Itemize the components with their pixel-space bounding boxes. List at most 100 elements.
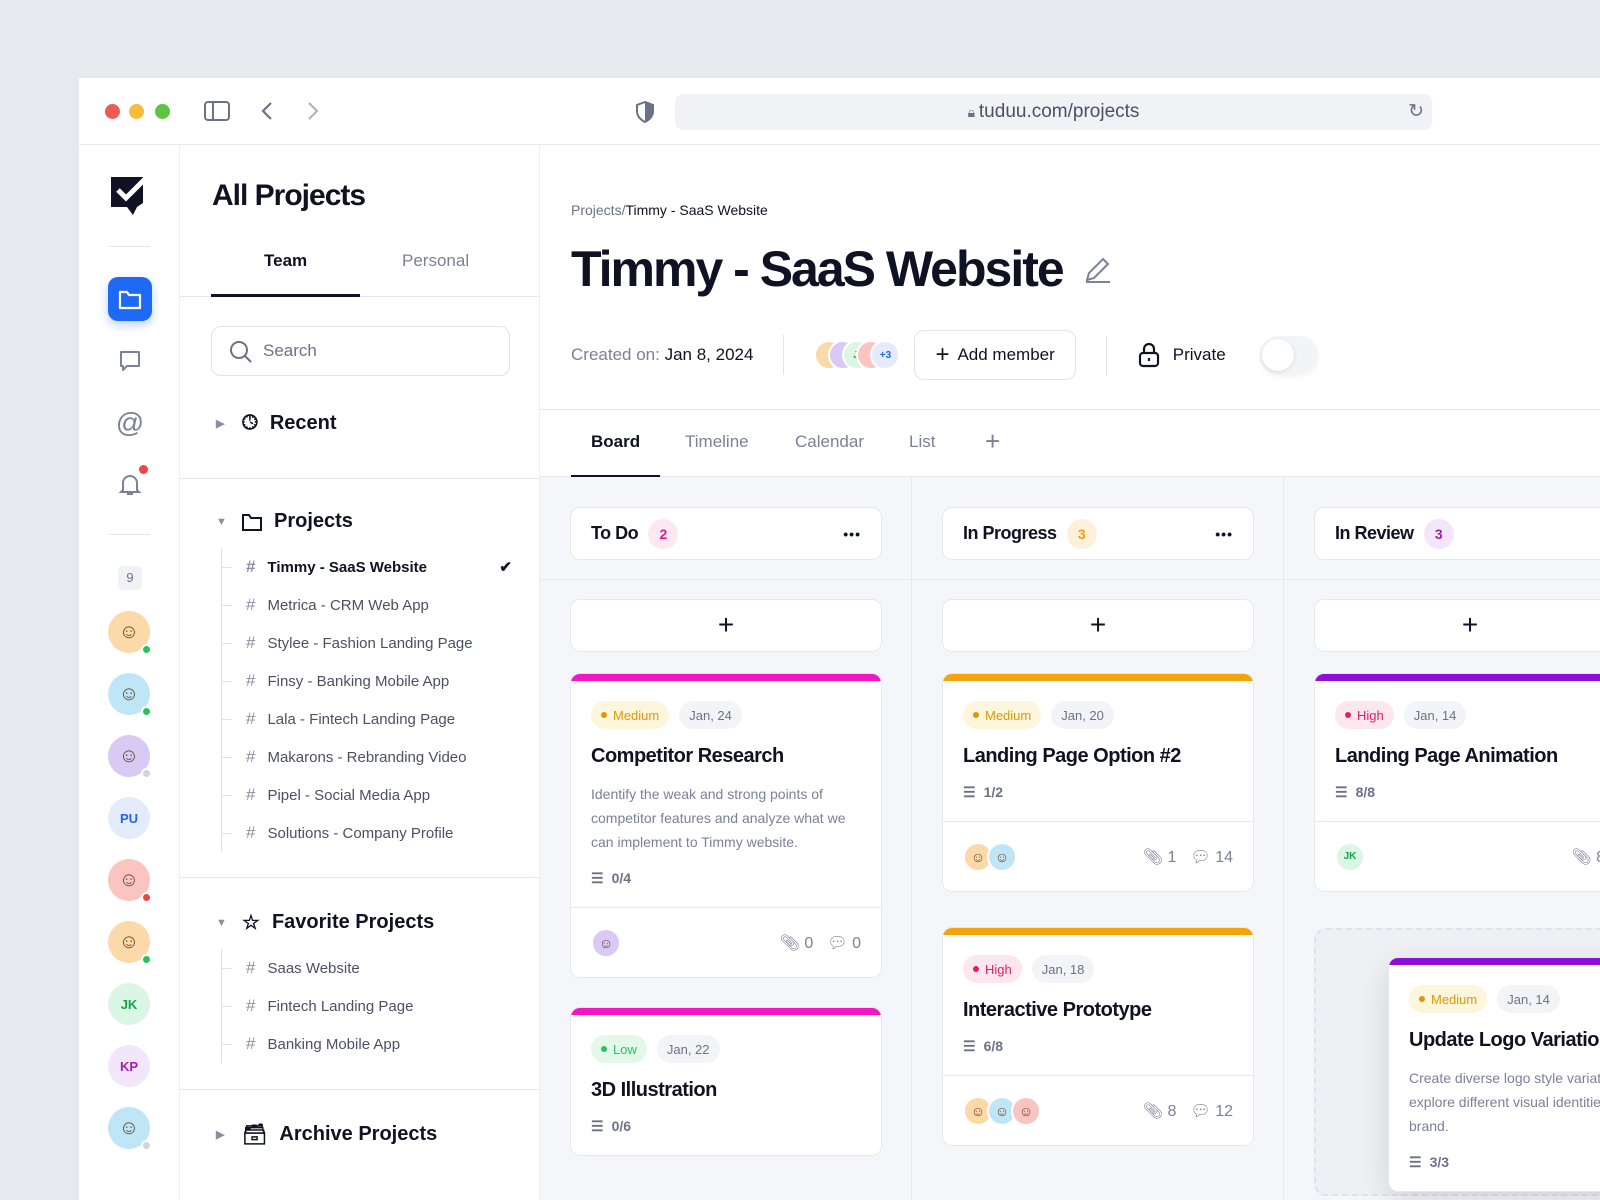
url-text: tuduu.com/projects: [978, 101, 1140, 122]
task-card[interactable]: Low Jan, 22 3D Illustration ☰ 0/6: [570, 1007, 882, 1156]
avatar[interactable]: ☺: [108, 859, 152, 903]
messages-nav-button[interactable]: [108, 339, 152, 383]
mentions-nav-button[interactable]: @: [108, 401, 152, 445]
sidebar-toggle-icon[interactable]: [204, 100, 230, 122]
project-item[interactable]: # Timmy - SaaS Website ✔: [222, 548, 512, 586]
archive-section-toggle[interactable]: ▶ 🗃︎ Archive Projects: [216, 1122, 437, 1147]
task-card[interactable]: Medium Jan, 20 Landing Page Option #2 ☰ 1/2 ☺…: [942, 673, 1254, 892]
edit-pencil-icon[interactable]: [1083, 254, 1113, 284]
comment-icon: 💬︎: [827, 934, 853, 952]
avatar[interactable]: KP: [108, 1045, 150, 1087]
reload-icon[interactable]: ↻: [1408, 101, 1424, 122]
more-icon[interactable]: •••: [843, 525, 861, 542]
tab-board[interactable]: Board: [591, 432, 641, 451]
add-member-button[interactable]: + Add member: [914, 330, 1076, 380]
page-title: Timmy - SaaS Website: [571, 240, 1113, 298]
project-item[interactable]: # Metrica - CRM Web App: [222, 586, 512, 624]
priority-label: High: [1357, 707, 1384, 723]
project-item[interactable]: # Lala - Fintech Landing Page: [222, 700, 512, 738]
task-card[interactable]: High Jan, 14 Landing Page Animation ☰ 8/8 JK 📎…: [1314, 673, 1600, 892]
minimize-window-button[interactable]: [129, 104, 144, 119]
card-stats: 📎︎ 8: [1571, 847, 1600, 867]
avatar[interactable]: JK: [108, 983, 150, 1025]
count-badge: 2: [648, 518, 679, 549]
avatar: ☺: [987, 841, 1017, 872]
more-icon[interactable]: •••: [1215, 525, 1233, 542]
browser-window: 🔒︎ tuduu.com/projects ↻ @ 9 ☺ ☺ ☺ PU ☺ ☺ JK KP ☺…: [79, 78, 1600, 1200]
assignees[interactable]: ☺ ☺ ☺: [963, 1095, 1041, 1126]
close-window-button[interactable]: [105, 104, 120, 119]
breadcrumb-root[interactable]: Projects/: [571, 202, 626, 218]
caret-right-icon: ▶: [216, 1129, 225, 1141]
card-body: High Jan, 14 Landing Page Animation ☰ 8/8: [1315, 681, 1600, 801]
plus-icon: +: [935, 341, 950, 368]
card-color-bar: [943, 674, 1253, 681]
add-card-button[interactable]: +: [1314, 599, 1600, 652]
task-card[interactable]: High Jan, 18 Interactive Prototype ☰ 6/8 ☺ ☺ ☺ 📎…: [942, 927, 1254, 1146]
favorites-section-toggle[interactable]: ▼ ☆ Favorite Projects: [216, 910, 434, 935]
project-item[interactable]: # Pipel - Social Media App: [222, 776, 512, 814]
card-color-bar: [571, 1008, 881, 1015]
project-item[interactable]: # Finsy - Banking Mobile App: [222, 662, 512, 700]
project-item[interactable]: # Stylee - Fashion Landing Page: [222, 624, 512, 662]
status-dot: [141, 892, 152, 903]
priority-badge: Low: [591, 1035, 647, 1063]
card-body: Medium Jan, 20 Landing Page Option #2 ☰ 1/2: [943, 681, 1253, 801]
hash-icon: #: [246, 747, 256, 766]
tab-personal[interactable]: Personal: [402, 251, 470, 270]
status-dot: [141, 706, 152, 717]
back-icon[interactable]: [259, 100, 275, 122]
avatar[interactable]: ☺: [108, 735, 152, 779]
card-footer: JK 📎︎ 8: [1315, 821, 1600, 891]
add-card-button[interactable]: +: [570, 599, 882, 652]
tab-team[interactable]: Team: [264, 251, 308, 270]
member-avatars[interactable]: JI +3: [814, 340, 901, 370]
project-item[interactable]: # Makarons - Rebranding Video: [222, 738, 512, 776]
more-members-badge[interactable]: +3: [870, 340, 901, 370]
tab-timeline[interactable]: Timeline: [685, 432, 749, 451]
assignees[interactable]: JK: [1335, 841, 1365, 872]
forward-icon[interactable]: [305, 100, 321, 122]
avatar[interactable]: PU: [108, 797, 150, 839]
card-tags: Medium Jan, 24: [591, 701, 861, 729]
avatar[interactable]: ☺: [108, 921, 152, 965]
add-card-button[interactable]: +: [942, 599, 1254, 652]
tab-list[interactable]: List: [909, 432, 936, 451]
avatar[interactable]: ☺: [108, 611, 152, 655]
project-item[interactable]: # Solutions - Company Profile: [222, 814, 512, 852]
caret-down-icon: ▼: [216, 916, 227, 929]
due-date-badge: Jan, 14: [1403, 701, 1467, 729]
project-item[interactable]: # Saas Website: [222, 949, 512, 987]
project-meta: Created on: Jan 8, 2024 JI +3 + Add membe…: [571, 330, 1318, 380]
attachments: 📎︎ 0: [780, 933, 814, 953]
priority-dot: [601, 1046, 607, 1052]
paperclip-icon: 📎︎: [1142, 848, 1168, 866]
project-item[interactable]: # Fintech Landing Page: [222, 987, 512, 1025]
check-icon: ✔: [499, 559, 512, 576]
recent-section-toggle[interactable]: ▶ 🕓︎ Recent: [216, 412, 337, 435]
search-input[interactable]: Search: [211, 326, 510, 376]
comment-icon: 💬︎: [1190, 848, 1216, 866]
add-view-button[interactable]: +: [985, 426, 1001, 456]
task-card[interactable]: Medium Jan, 14 Update Logo Variations Creat…: [1388, 957, 1600, 1192]
assignees[interactable]: ☺: [591, 927, 621, 958]
subtasks-progress: ☰ 0/6: [591, 1118, 861, 1135]
address-bar[interactable]: 🔒︎ tuduu.com/projects ↻: [675, 94, 1432, 130]
avatar: JK: [1335, 841, 1365, 872]
project-item[interactable]: # Banking Mobile App: [222, 1025, 512, 1063]
tab-calendar[interactable]: Calendar: [795, 432, 864, 451]
subtasks-count: 8/8: [1355, 784, 1376, 800]
attachments-count: 0: [804, 934, 814, 952]
card-color-bar: [1315, 674, 1600, 681]
avatar[interactable]: ☺: [108, 1107, 152, 1151]
avatar[interactable]: ☺: [108, 673, 152, 717]
maximize-window-button[interactable]: [155, 104, 170, 119]
card-tags: High Jan, 14: [1335, 701, 1600, 729]
projects-nav-button[interactable]: [108, 277, 152, 321]
notifications-nav-button[interactable]: [108, 463, 152, 507]
private-toggle[interactable]: [1259, 336, 1318, 374]
task-card[interactable]: Medium Jan, 24 Competitor Research Identify…: [570, 673, 882, 978]
subtasks-progress: ☰ 6/8: [963, 1038, 1233, 1055]
projects-section-toggle[interactable]: ▼ Projects: [216, 510, 353, 533]
assignees[interactable]: ☺ ☺: [963, 841, 1017, 872]
